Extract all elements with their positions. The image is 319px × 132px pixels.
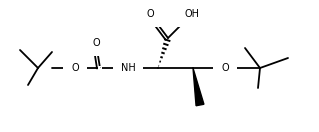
Text: O: O — [92, 38, 100, 48]
Text: NH: NH — [121, 63, 135, 73]
Text: O: O — [71, 63, 79, 73]
Text: OH: OH — [184, 9, 199, 19]
Text: O: O — [221, 63, 229, 73]
Text: O: O — [146, 9, 154, 19]
Polygon shape — [193, 68, 204, 106]
